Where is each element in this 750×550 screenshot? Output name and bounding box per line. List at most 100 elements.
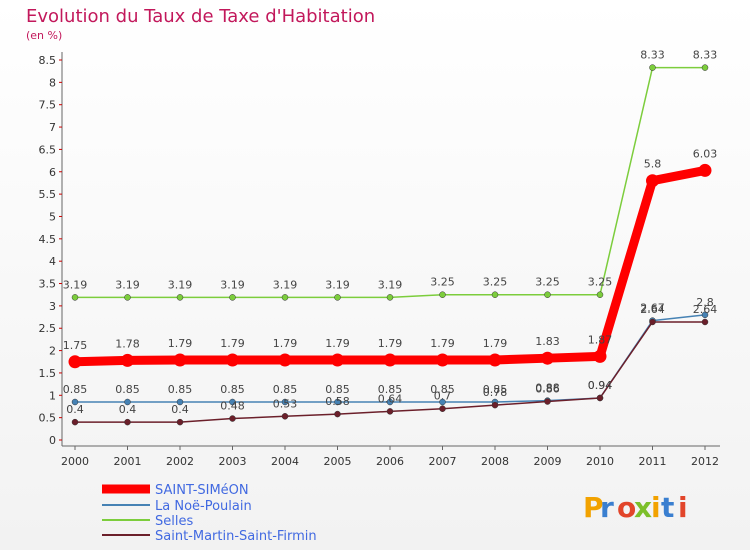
data-label: 3.19 xyxy=(63,278,88,291)
x-tick-label: 2008 xyxy=(481,455,509,468)
data-point xyxy=(176,398,184,406)
data-label: 1.78 xyxy=(115,337,140,350)
data-point xyxy=(439,398,446,406)
data-point xyxy=(229,398,236,406)
data-point xyxy=(124,398,131,406)
y-tick-label: 8.5 xyxy=(39,54,57,67)
data-point xyxy=(436,353,449,367)
x-tick-label: 2012 xyxy=(691,455,719,468)
data-point xyxy=(281,294,289,301)
data-point xyxy=(331,353,344,367)
data-label: 0.85 xyxy=(168,383,193,396)
data-label: 0.85 xyxy=(325,383,350,396)
data-point xyxy=(649,318,656,326)
data-label: 0.85 xyxy=(430,383,455,396)
data-label: 1.83 xyxy=(535,335,560,348)
data-label: 3.25 xyxy=(483,276,508,289)
legend-label: Saint-Martin-Saint-Firmin xyxy=(155,529,317,544)
y-tick-label: 2.5 xyxy=(39,322,57,335)
data-label: 1.79 xyxy=(273,337,298,350)
data-label: 1.79 xyxy=(168,337,193,350)
data-point xyxy=(701,311,709,319)
data-label: 1.79 xyxy=(325,337,350,350)
data-label: 0.85 xyxy=(483,383,508,396)
data-label: 1.87 xyxy=(588,333,613,346)
data-point xyxy=(439,291,446,298)
data-point xyxy=(386,398,394,406)
y-tick-label: 7.5 xyxy=(39,99,57,112)
data-label: 3.19 xyxy=(273,278,298,291)
data-point xyxy=(121,353,134,367)
x-tick-label: 2011 xyxy=(639,455,667,468)
data-label: 0.85 xyxy=(115,383,140,396)
y-tick-label: 3 xyxy=(49,300,56,313)
data-label: 1.79 xyxy=(430,337,455,350)
data-point xyxy=(701,318,709,326)
data-label: 5.8 xyxy=(644,158,662,171)
data-label: 3.25 xyxy=(430,276,455,289)
data-label: 0.53 xyxy=(273,397,298,410)
y-tick-label: 1.5 xyxy=(39,367,57,380)
data-point xyxy=(386,408,394,415)
data-label: 2.67 xyxy=(640,302,665,315)
data-point xyxy=(334,294,341,301)
data-point xyxy=(646,174,659,188)
data-label: 3.19 xyxy=(115,278,140,291)
y-tick-label: 7 xyxy=(49,121,56,134)
x-tick-label: 2002 xyxy=(166,455,194,468)
x-tick-label: 2010 xyxy=(586,455,614,468)
data-point xyxy=(593,349,607,363)
data-label: 2.64 xyxy=(693,303,718,316)
data-point xyxy=(439,405,446,412)
data-point xyxy=(701,64,709,71)
data-label: 3.25 xyxy=(535,276,560,289)
data-label: 3.19 xyxy=(220,278,245,291)
y-tick-label: 5 xyxy=(49,210,56,223)
data-label: 0.85 xyxy=(378,383,403,396)
y-tick-label: 6 xyxy=(49,166,56,179)
y-tick-label: 0 xyxy=(49,434,56,447)
data-label: 0.7 xyxy=(434,390,452,403)
data-label: 0.85 xyxy=(273,383,298,396)
data-label: 3.19 xyxy=(378,278,403,291)
data-point xyxy=(491,401,499,409)
x-tick-label: 2006 xyxy=(376,455,404,468)
logo-letter: r xyxy=(600,491,614,524)
data-point xyxy=(226,353,239,367)
data-point xyxy=(698,163,712,177)
data-label: 0.4 xyxy=(66,403,84,416)
data-label: 1.79 xyxy=(483,337,508,350)
x-tick-label: 2001 xyxy=(114,455,142,468)
data-label: 8.33 xyxy=(693,49,718,62)
data-point xyxy=(596,291,604,298)
data-label: 0.4 xyxy=(119,403,137,416)
legend-label: SAINT-SIMéON xyxy=(155,483,249,498)
data-label: 0.94 xyxy=(588,379,613,392)
data-point xyxy=(71,398,79,406)
x-tick-label: 2009 xyxy=(534,455,562,468)
data-point xyxy=(229,415,236,422)
data-point xyxy=(281,413,289,420)
x-tick-label: 2000 xyxy=(61,455,89,468)
legend-label: Selles xyxy=(155,514,193,529)
y-tick-label: 1 xyxy=(49,389,56,402)
data-point xyxy=(334,398,341,406)
y-tick-label: 8 xyxy=(49,76,56,89)
data-point xyxy=(544,398,551,405)
data-point xyxy=(541,351,554,365)
logo-letter: i xyxy=(678,491,688,524)
data-point xyxy=(278,353,292,367)
data-label: 0.85 xyxy=(63,383,88,396)
data-label: 0.48 xyxy=(220,400,245,413)
chart-title: Evolution du Taux de Taxe d'Habitation xyxy=(26,6,376,27)
y-tick-label: 4.5 xyxy=(39,233,57,246)
data-label: 0.85 xyxy=(220,383,245,396)
data-label: 2.64 xyxy=(640,303,665,316)
logo-letter: i xyxy=(651,491,661,524)
data-label: 1.79 xyxy=(378,337,403,350)
data-point xyxy=(176,294,184,301)
data-label: 0.58 xyxy=(325,395,350,408)
x-tick-label: 2007 xyxy=(429,455,457,468)
